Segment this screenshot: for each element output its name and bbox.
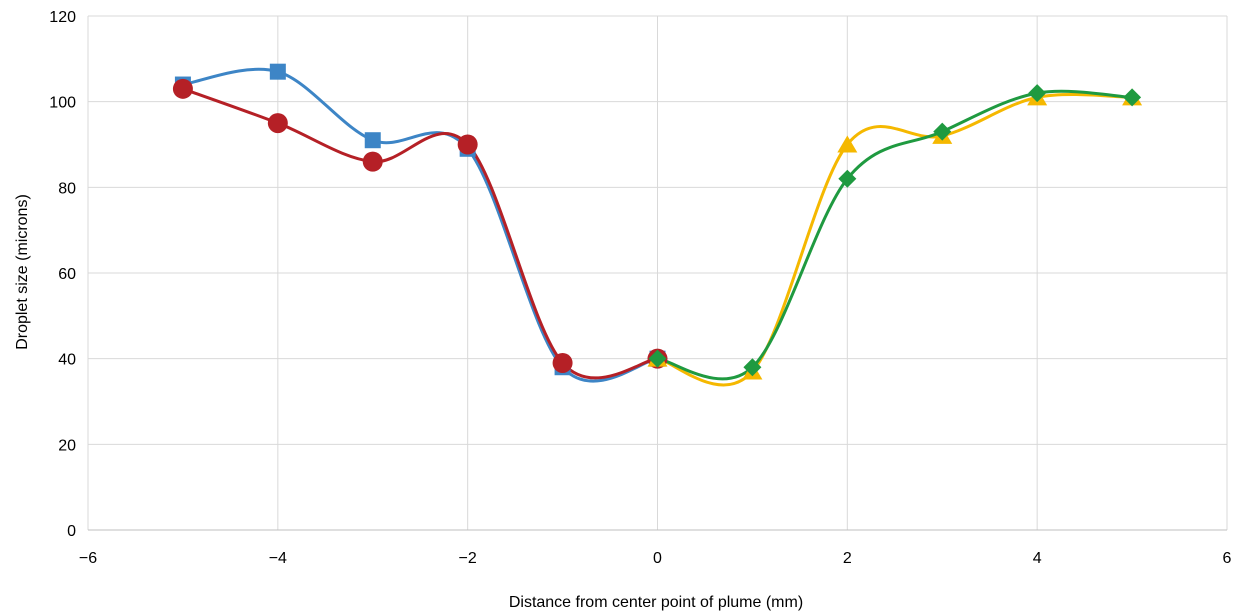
data-point-circle bbox=[172, 78, 193, 99]
data-point-circle bbox=[552, 352, 573, 373]
markers-group bbox=[172, 63, 1143, 380]
data-point-triangle bbox=[837, 135, 858, 153]
data-point-diamond bbox=[933, 122, 952, 141]
y-tick-label: 100 bbox=[49, 95, 76, 112]
series-line-1 bbox=[182, 67, 658, 383]
data-point-diamond bbox=[1028, 84, 1047, 103]
data-point-diamond bbox=[838, 169, 857, 188]
data-point-square bbox=[364, 132, 381, 149]
data-point-circle bbox=[267, 113, 288, 134]
x-tick-label: 0 bbox=[653, 550, 662, 567]
x-tick-label: −4 bbox=[269, 550, 287, 567]
data-point-diamond bbox=[1123, 88, 1142, 107]
data-point-circle bbox=[457, 134, 478, 155]
series-line-3 bbox=[657, 93, 1133, 387]
x-axis-title: Distance from center point of plume (mm) bbox=[509, 594, 803, 611]
y-tick-label: 40 bbox=[58, 352, 76, 369]
x-tick-label: 6 bbox=[1223, 550, 1232, 567]
y-tick-label: 60 bbox=[58, 266, 76, 283]
x-tick-label: −2 bbox=[459, 550, 477, 567]
data-point-circle bbox=[362, 151, 383, 172]
x-tick-label: 4 bbox=[1033, 550, 1042, 567]
data-point-diamond bbox=[743, 358, 762, 377]
series-line-2 bbox=[182, 87, 658, 380]
y-tick-label: 80 bbox=[58, 180, 76, 197]
x-tick-label: −6 bbox=[79, 550, 97, 567]
tick-labels: 0 20 40 60 80 100 120 −6 −4 −2 0 2 4 6 bbox=[49, 9, 1231, 567]
x-tick-label: 2 bbox=[843, 550, 852, 567]
y-tick-label: 120 bbox=[49, 9, 76, 26]
y-tick-label: 20 bbox=[58, 437, 76, 454]
data-point-square bbox=[269, 63, 286, 80]
grid bbox=[87, 15, 1228, 530]
y-tick-label: 0 bbox=[67, 523, 76, 540]
data-point-diamond bbox=[648, 349, 667, 368]
series-line-4 bbox=[657, 89, 1133, 381]
y-axis-title: Droplet size (microns) bbox=[14, 194, 31, 350]
